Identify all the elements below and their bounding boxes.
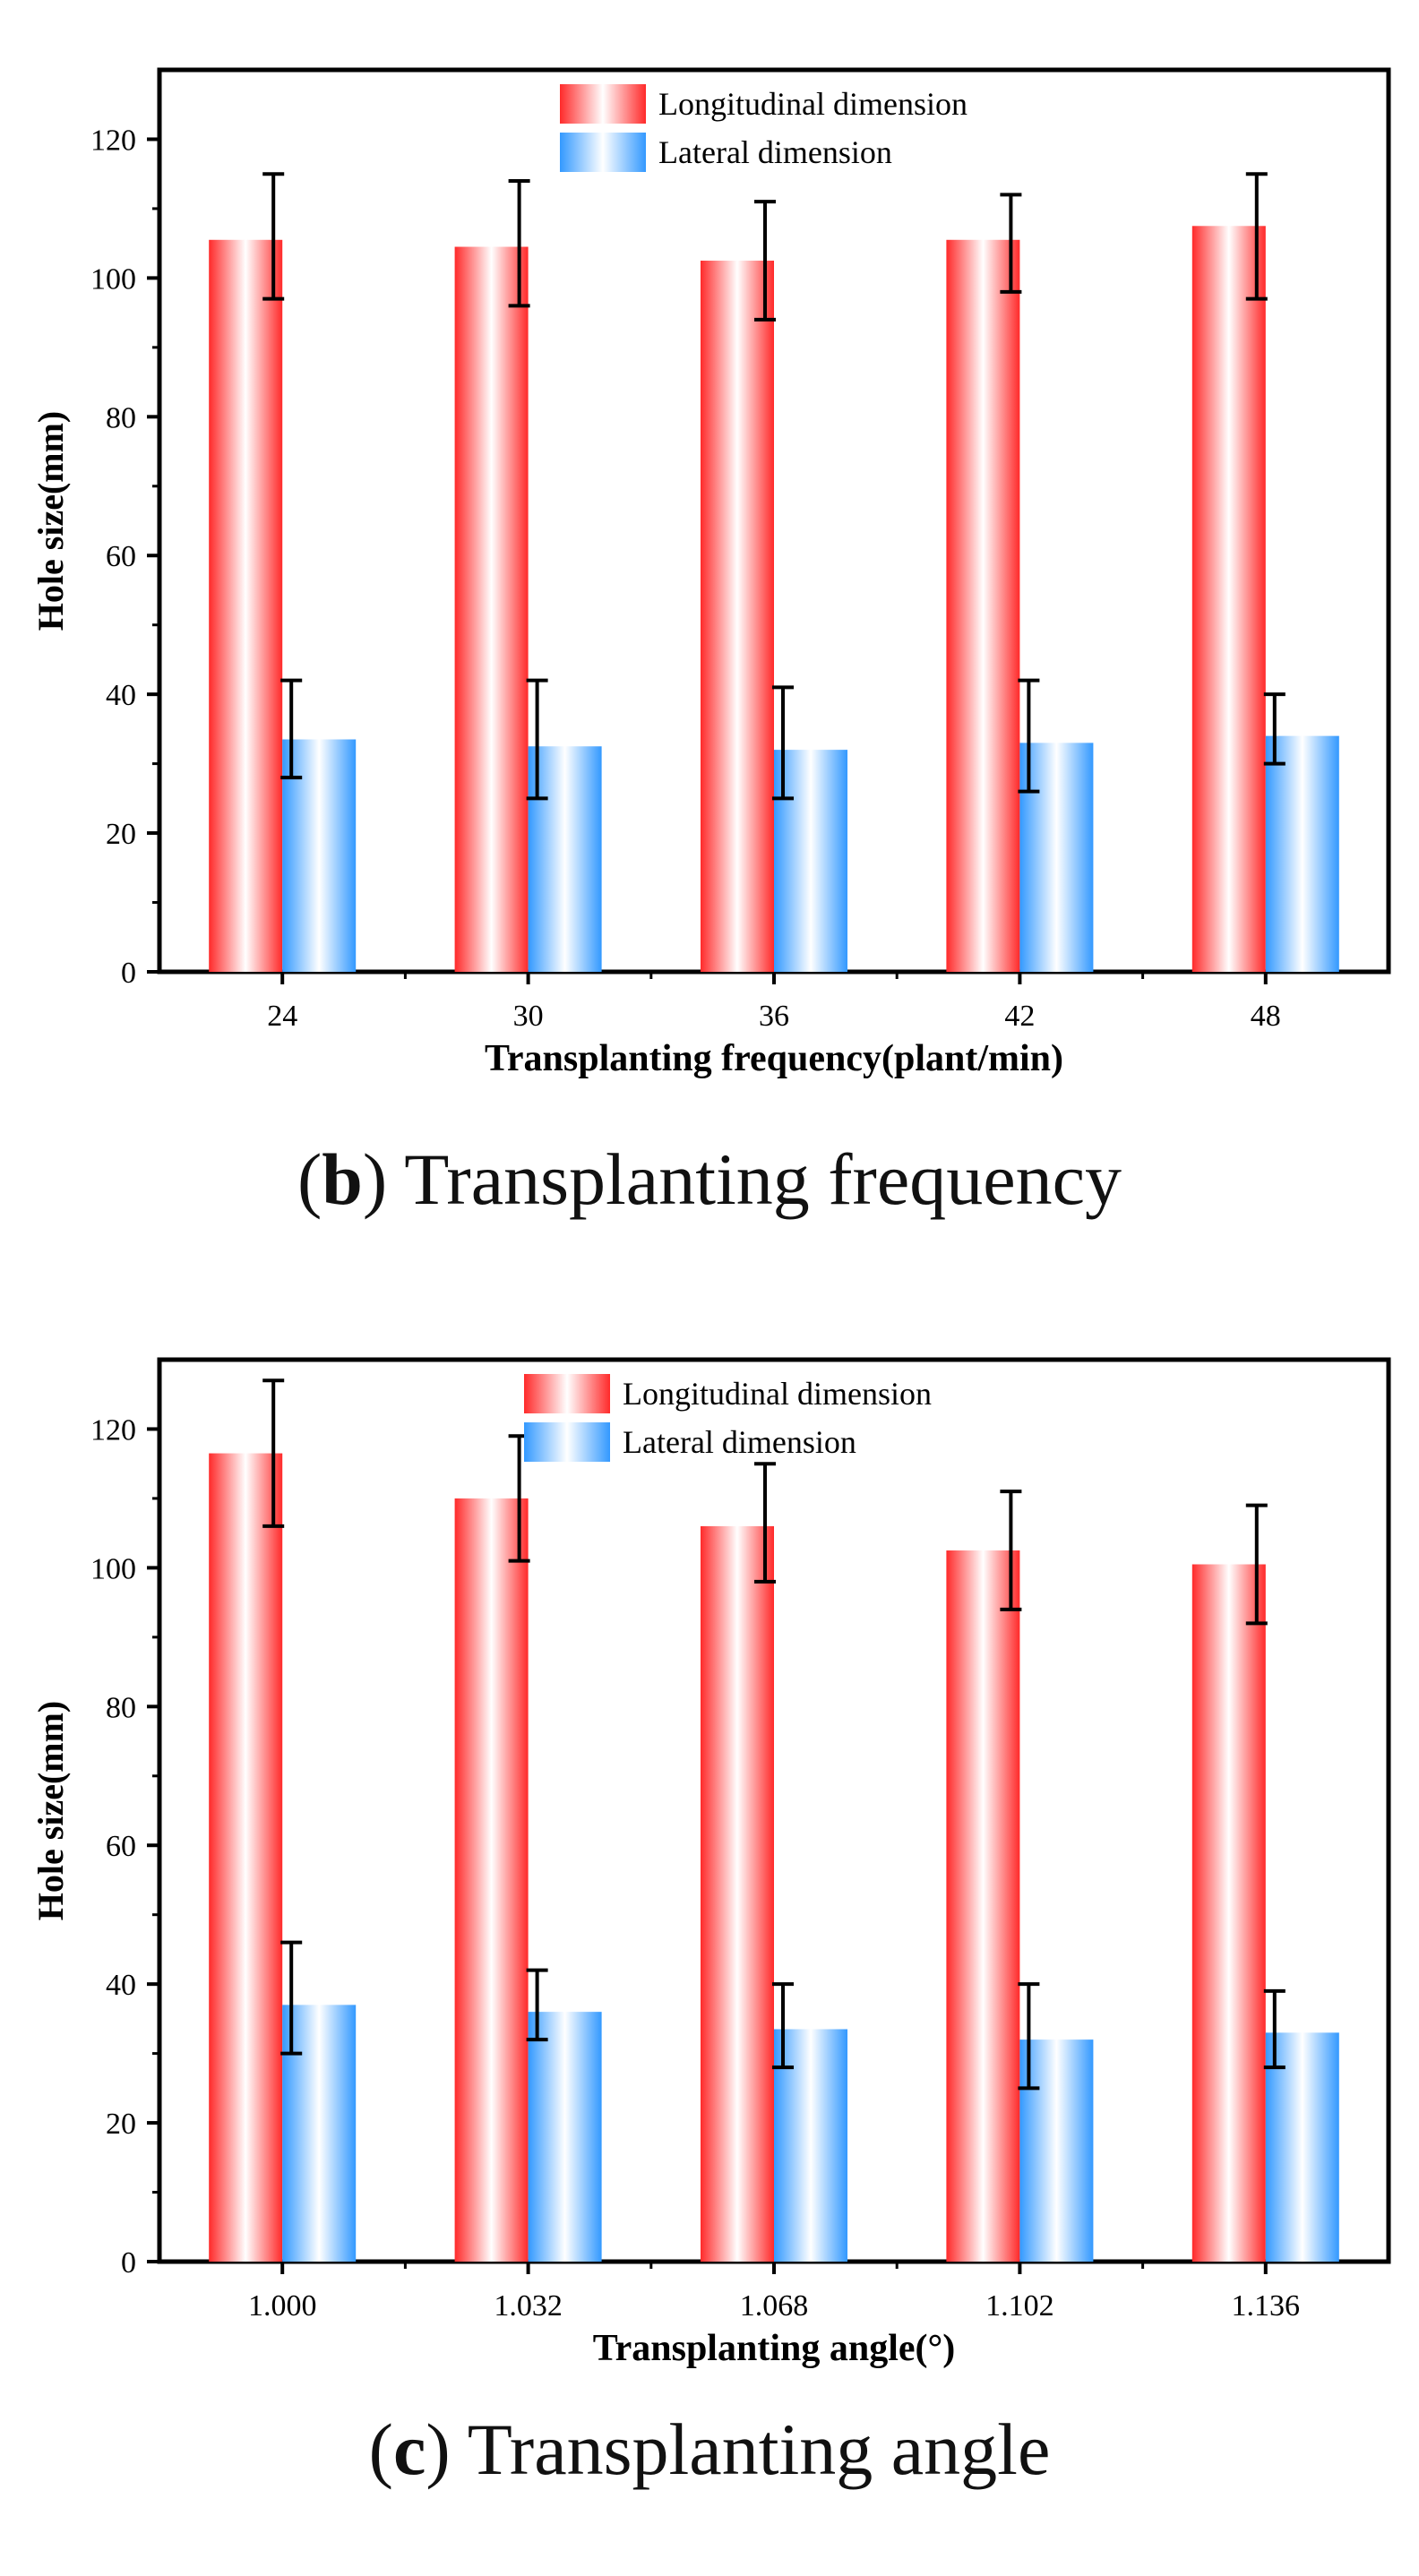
y-axis-label: Hole size(mm) (30, 411, 71, 631)
y-tick-label: 80 (106, 401, 136, 434)
bar-lateral (774, 2029, 847, 2262)
caption-c-letter: c (392, 2409, 426, 2490)
bar-lateral (528, 746, 602, 972)
bar-longitudinal (209, 239, 283, 972)
bar-lateral (1019, 743, 1094, 972)
bar-lateral (1265, 2032, 1339, 2262)
y-axis-label: Hole size(mm) (30, 1701, 71, 1920)
x-axis-label: Transplanting angle(°) (593, 2328, 956, 2369)
caption-b-text: Transplanting frequency (387, 1138, 1122, 1220)
y-tick-label: 20 (106, 818, 136, 851)
x-tick-label: 1.000 (248, 2289, 317, 2323)
bar-longitudinal (1191, 226, 1266, 973)
x-tick-label: 42 (1004, 1000, 1035, 1033)
y-tick-label: 60 (106, 540, 136, 573)
legend-swatch (560, 84, 646, 124)
y-tick-label: 100 (90, 1552, 136, 1585)
chart-b-svg: 0 20 40 60 80 100 120 Hole size(mm) 24 30 36 42 48 Tr… (30, 67, 1391, 1079)
y-tick-label: 80 (106, 1691, 136, 1724)
legend-label: Longitudinal dimension (623, 1376, 932, 1412)
bar-lateral (282, 2005, 357, 2262)
bar-longitudinal (701, 261, 774, 972)
legend-swatch (560, 133, 646, 172)
legend-swatch (524, 1374, 610, 1413)
x-tick-label: 1.032 (494, 2289, 563, 2323)
y-tick-label: 120 (90, 124, 136, 157)
bar-lateral (774, 750, 847, 972)
y-tick-label: 120 (90, 1413, 136, 1447)
y-tick-label: 0 (121, 957, 136, 990)
bar-lateral (282, 739, 357, 972)
caption-b: (b) Transplanting frequency (297, 1138, 1122, 1220)
y-tick-label: 60 (106, 1830, 136, 1863)
x-tick-label: 24 (267, 1000, 297, 1033)
bar-longitudinal (1191, 1564, 1266, 2262)
bar-longitudinal (701, 1525, 774, 2262)
x-axis-label: Transplanting frequency(plant/min) (485, 1038, 1063, 1079)
legend-label: Longitudinal dimension (658, 86, 968, 122)
y-tick-label: 100 (90, 262, 136, 296)
y-tick-label: 20 (106, 2108, 136, 2141)
legend-swatch (524, 1422, 610, 1462)
caption-c: (c) Transplanting angle (368, 2409, 1051, 2490)
y-tick-label: 40 (106, 679, 136, 712)
x-tick-label: 48 (1251, 1000, 1281, 1033)
x-tick-label: 36 (759, 1000, 789, 1033)
chart-c-svg: 0 20 40 60 80 100 120 Hole size(mm) 1.000 1.032 1.… (30, 1357, 1391, 2369)
legend-label: Lateral dimension (623, 1424, 856, 1460)
chart-panel-c: 0 20 40 60 80 100 120 Hole size(mm) 1.000 1.032 1.… (0, 1290, 1419, 2576)
bar-longitudinal (946, 239, 1020, 972)
bar-lateral (1019, 2039, 1094, 2262)
bar-longitudinal (454, 246, 529, 972)
bar-longitudinal (209, 1453, 283, 2262)
legend-label: Lateral dimension (658, 134, 892, 170)
bar-lateral (528, 2012, 602, 2262)
caption-b-letter: b (322, 1138, 363, 1220)
bar-longitudinal (946, 1550, 1020, 2262)
bar-longitudinal (454, 1498, 529, 2262)
x-tick-label: 1.136 (1232, 2289, 1301, 2323)
y-tick-label: 40 (106, 1969, 136, 2002)
y-tick-label: 0 (121, 2246, 136, 2280)
bar-lateral (1265, 735, 1339, 972)
caption-c-text: Transplanting angle (450, 2409, 1051, 2490)
chart-panel-b: 0 20 40 60 80 100 120 Hole size(mm) 24 30 36 42 48 Tr… (30, 67, 1391, 1220)
x-tick-label: 30 (513, 1000, 544, 1033)
x-tick-label: 1.068 (740, 2289, 809, 2323)
x-tick-label: 1.102 (985, 2289, 1054, 2323)
